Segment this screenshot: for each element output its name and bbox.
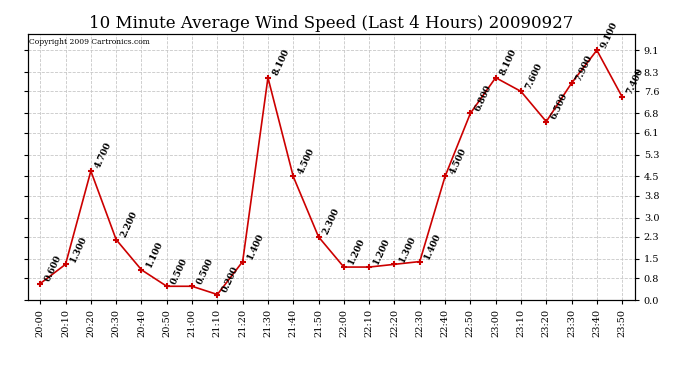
Text: 1.200: 1.200 bbox=[372, 237, 392, 266]
Text: 7.400: 7.400 bbox=[625, 67, 645, 96]
Text: 0.200: 0.200 bbox=[220, 265, 240, 294]
Text: 2.300: 2.300 bbox=[322, 207, 342, 236]
Text: 6.500: 6.500 bbox=[549, 92, 569, 121]
Text: 2.200: 2.200 bbox=[119, 210, 139, 239]
Text: 6.800: 6.800 bbox=[473, 83, 493, 112]
Text: 8.100: 8.100 bbox=[498, 48, 518, 77]
Text: 4.500: 4.500 bbox=[448, 147, 468, 176]
Text: 0.600: 0.600 bbox=[43, 254, 63, 283]
Text: 1.100: 1.100 bbox=[144, 240, 164, 269]
Title: 10 Minute Average Wind Speed (Last 4 Hours) 20090927: 10 Minute Average Wind Speed (Last 4 Hou… bbox=[89, 15, 573, 32]
Text: Copyright 2009 Cartronics.com: Copyright 2009 Cartronics.com bbox=[29, 38, 150, 46]
Text: 0.500: 0.500 bbox=[195, 256, 215, 285]
Text: 1.300: 1.300 bbox=[68, 234, 88, 264]
Text: 0.500: 0.500 bbox=[170, 256, 190, 285]
Text: 8.100: 8.100 bbox=[270, 48, 290, 77]
Text: 1.300: 1.300 bbox=[397, 234, 417, 264]
Text: 4.700: 4.700 bbox=[94, 141, 114, 170]
Text: 4.500: 4.500 bbox=[296, 147, 316, 176]
Text: 7.600: 7.600 bbox=[524, 62, 544, 91]
Text: 1.200: 1.200 bbox=[346, 237, 366, 266]
Text: 9.100: 9.100 bbox=[600, 20, 620, 50]
Text: 1.400: 1.400 bbox=[246, 231, 266, 261]
Text: 1.400: 1.400 bbox=[422, 231, 442, 261]
Text: 7.900: 7.900 bbox=[574, 53, 594, 82]
